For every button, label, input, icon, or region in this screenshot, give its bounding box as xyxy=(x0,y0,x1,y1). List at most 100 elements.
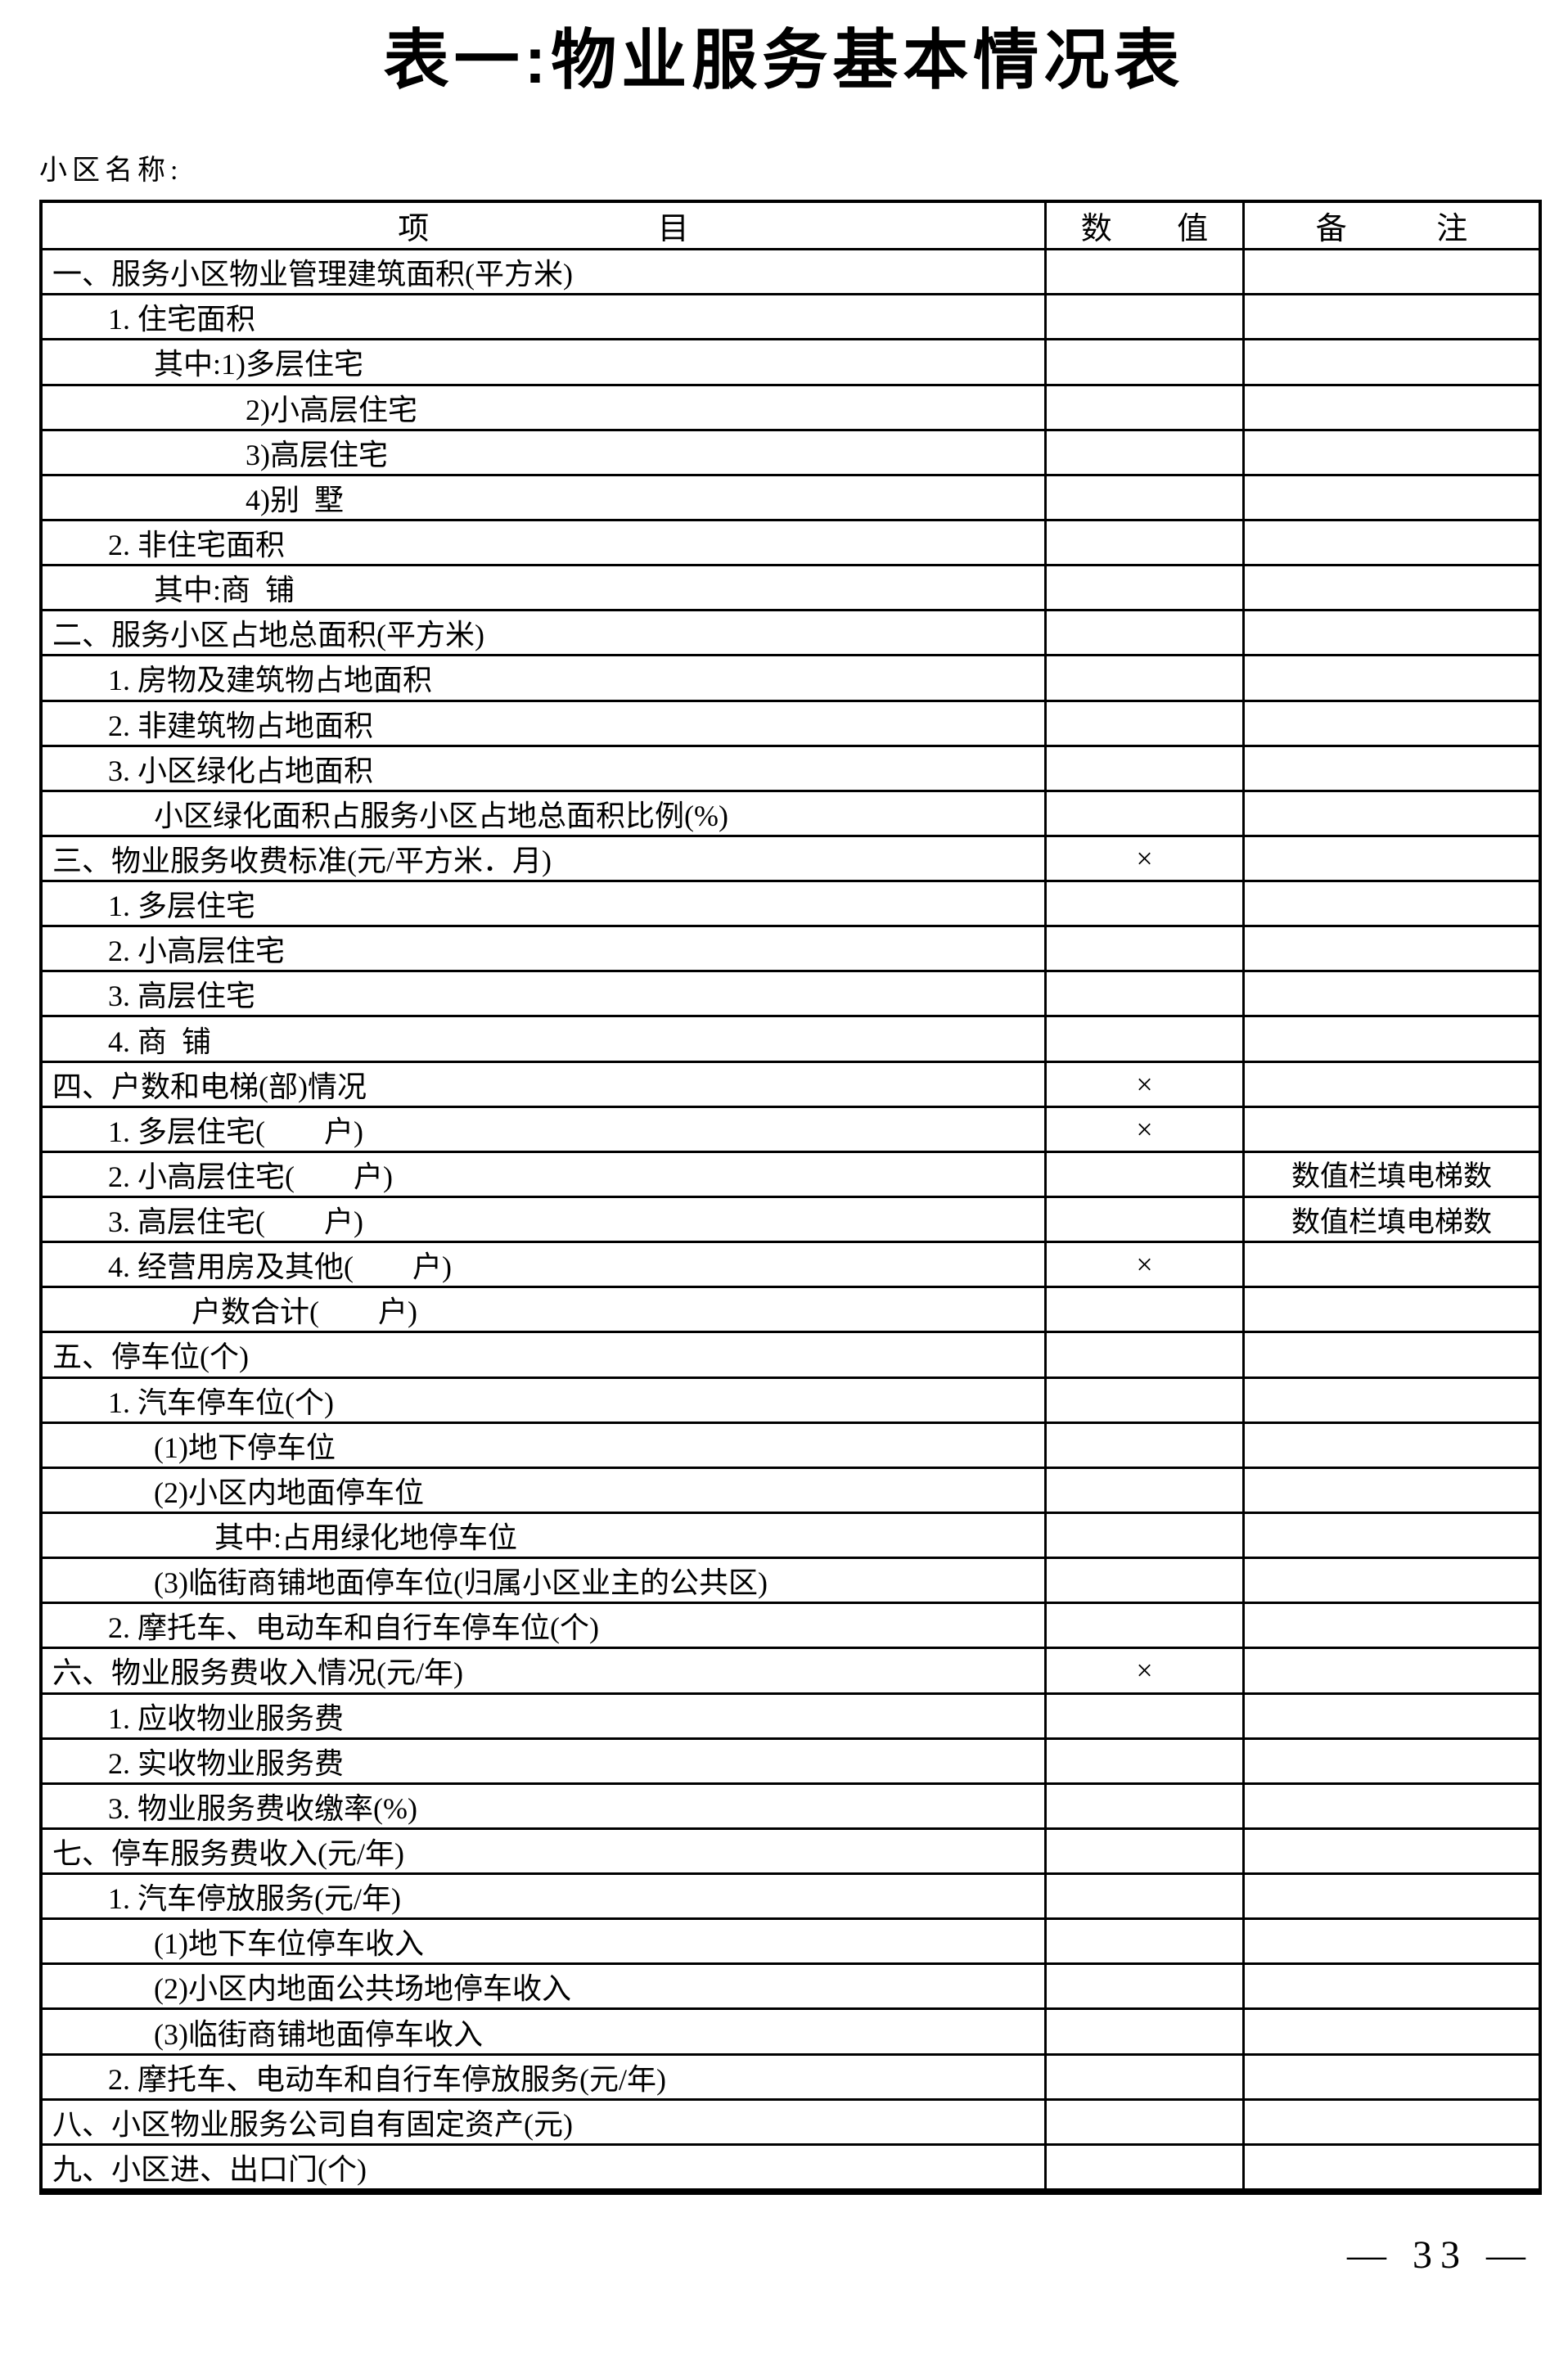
row-value-cell xyxy=(1044,430,1242,474)
row-remark-cell xyxy=(1242,2055,1539,2098)
row-remark-cell xyxy=(1242,746,1539,790)
row-value-cell xyxy=(1044,1152,1242,1196)
row-remark-cell xyxy=(1242,836,1539,881)
row-remark-cell xyxy=(1242,1333,1539,1376)
row-item-label: 2. 摩托车、电动车和自行车停放服务(元/年) xyxy=(108,2062,666,2096)
row-item-label: 1. 住宅面积 xyxy=(108,303,256,336)
table-row: 2. 小高层住宅( 户) 数值栏填电梯数 xyxy=(43,1150,1539,1196)
table-row: 2. 非建筑物占地面积 xyxy=(43,699,1539,745)
row-item-label: 2. 非住宅面积 xyxy=(108,529,286,562)
table-row: 九、小区进、出口门(个) xyxy=(43,2142,1539,2188)
row-item-label: 1. 应收物业服务费 xyxy=(108,1701,345,1735)
row-value-cell xyxy=(1044,1784,1242,1827)
row-value-cell xyxy=(1044,250,1242,294)
row-item-label: 3. 高层住宅( 户) xyxy=(108,1205,363,1239)
row-value-cell xyxy=(1044,1288,1242,1331)
row-value-cell xyxy=(1044,1513,1242,1557)
table-row: (2)小区内地面公共场地停车收入 xyxy=(43,1962,1539,2008)
table-row: (1)地下停车位 xyxy=(43,1421,1539,1467)
row-item-label: 3. 高层住宅 xyxy=(108,980,256,1013)
table-row: 1. 汽车停放服务(元/年) xyxy=(43,1872,1539,1918)
row-remark-cell xyxy=(1242,1739,1539,1782)
row-item-label: 2. 摩托车、电动车和自行车停车位(个) xyxy=(108,1611,599,1645)
row-value-cell xyxy=(1044,972,1242,1016)
row-remark-cell xyxy=(1242,2100,1539,2143)
row-item-label: 八、小区物业服务公司自有固定资产(元) xyxy=(52,2107,573,2141)
table-row: 1. 住宅面积 xyxy=(43,293,1539,339)
row-value-cell xyxy=(1044,1333,1242,1376)
row-remark-cell xyxy=(1242,972,1539,1016)
row-value-cell xyxy=(1044,340,1242,384)
row-item-label: 2. 非建筑物占地面积 xyxy=(108,709,374,742)
row-remark-cell xyxy=(1242,1784,1539,1827)
row-item-label: 1. 房物及建筑物占地面积 xyxy=(108,664,433,697)
row-remark-cell xyxy=(1242,611,1539,655)
row-value-cell xyxy=(1044,1965,1242,2008)
row-remark-cell xyxy=(1242,1829,1539,1873)
row-item-label: 2)小高层住宅 xyxy=(246,393,417,426)
row-value-cell xyxy=(1044,1423,1242,1467)
row-remark-cell xyxy=(1242,1920,1539,1963)
row-value-cell xyxy=(1044,1378,1242,1422)
table-row: 六、物业服务费收入情况(元/年) × xyxy=(43,1647,1539,1692)
table-row: 2. 小高层住宅 xyxy=(43,925,1539,971)
basic-info-table: 项 目 数 值 备 注 一、服务小区物业管理建筑面积(平方米) 1. 住宅面积其中… xyxy=(39,200,1542,2195)
row-item-label: 九、小区进、出口门(个) xyxy=(52,2152,367,2186)
row-remark-cell xyxy=(1242,566,1539,610)
row-value-cell xyxy=(1044,1198,1242,1241)
header-remark-column: 备 注 xyxy=(1242,203,1539,249)
table-row: 户数合计( 户) xyxy=(43,1286,1539,1331)
row-remark-cell xyxy=(1242,701,1539,745)
row-value-cell xyxy=(1044,927,1242,971)
row-item-label: 一、服务小区物业管理建筑面积(平方米) xyxy=(52,258,573,291)
row-remark-cell xyxy=(1242,2145,1539,2188)
row-value-cell xyxy=(1044,1920,1242,1963)
row-value-cell xyxy=(1044,701,1242,745)
row-item-label: 2. 实收物业服务费 xyxy=(108,1746,345,1780)
table-row: 一、服务小区物业管理建筑面积(平方米) xyxy=(43,248,1539,294)
table-header-row: 项 目 数 值 备 注 xyxy=(43,203,1539,249)
row-remark-cell xyxy=(1242,1017,1539,1061)
row-item-label: (3)临街商铺地面停车位(归属小区业主的公共区) xyxy=(154,1566,768,1600)
row-remark-cell xyxy=(1242,340,1539,384)
table-row: 其中:占用绿化地停车位 xyxy=(43,1511,1539,1557)
row-item-label: 1. 多层住宅 xyxy=(108,890,256,923)
table-row: (1)地下车位停车收入 xyxy=(43,1917,1539,1963)
table-row: 小区绿化面积占服务小区占地总面积比例(%) xyxy=(43,789,1539,835)
row-item-label: 2. 小高层住宅 xyxy=(108,935,286,968)
row-value-cell: × xyxy=(1044,836,1242,881)
row-item-label: 二、服务小区占地总面积(平方米) xyxy=(52,619,484,652)
row-value-cell xyxy=(1044,295,1242,339)
table-row: 3)高层住宅 xyxy=(43,428,1539,474)
row-remark-cell xyxy=(1242,656,1539,700)
table-row: (2)小区内地面停车位 xyxy=(43,1466,1539,1512)
table-row: 五、停车位(个) xyxy=(43,1331,1539,1376)
table-row: 3. 物业服务费收缴率(%) xyxy=(43,1782,1539,1827)
row-remark-cell xyxy=(1242,791,1539,835)
row-item-label: 其中:占用绿化地停车位 xyxy=(214,1521,518,1555)
table-row: 1. 应收物业服务费 xyxy=(43,1692,1539,1737)
row-item-label: 3. 小区绿化占地面积 xyxy=(108,754,374,787)
row-value-cell xyxy=(1044,2145,1242,2188)
row-item-label: 六、物业服务费收入情况(元/年) xyxy=(52,1656,463,1690)
table-row: 4)别 墅 xyxy=(43,473,1539,519)
row-remark-cell xyxy=(1242,927,1539,971)
row-value-cell xyxy=(1044,1694,1242,1737)
row-value-cell xyxy=(1044,2055,1242,2098)
row-item-label: 户数合计( 户) xyxy=(191,1295,417,1329)
table-row: 其中:1)多层住宅 xyxy=(43,338,1539,384)
table-row: 1. 房物及建筑物占地面积 xyxy=(43,654,1539,700)
table-row: 4. 经营用房及其他( 户) × xyxy=(43,1241,1539,1286)
row-remark-cell xyxy=(1242,1694,1539,1737)
row-value-cell xyxy=(1044,1604,1242,1647)
table-row: 1. 多层住宅 xyxy=(43,880,1539,926)
row-remark-cell xyxy=(1242,882,1539,926)
row-value-cell: × xyxy=(1044,1243,1242,1286)
row-value-cell xyxy=(1044,385,1242,429)
row-remark-cell: 数值栏填电梯数 xyxy=(1242,1198,1539,1241)
table-row: 2. 摩托车、电动车和自行车停车位(个) xyxy=(43,1602,1539,1647)
row-item-label: 其中:1)多层住宅 xyxy=(154,348,363,381)
row-item-label: 1. 汽车停放服务(元/年) xyxy=(108,1882,401,1916)
table-row: (3)临街商铺地面停车收入 xyxy=(43,2007,1539,2053)
